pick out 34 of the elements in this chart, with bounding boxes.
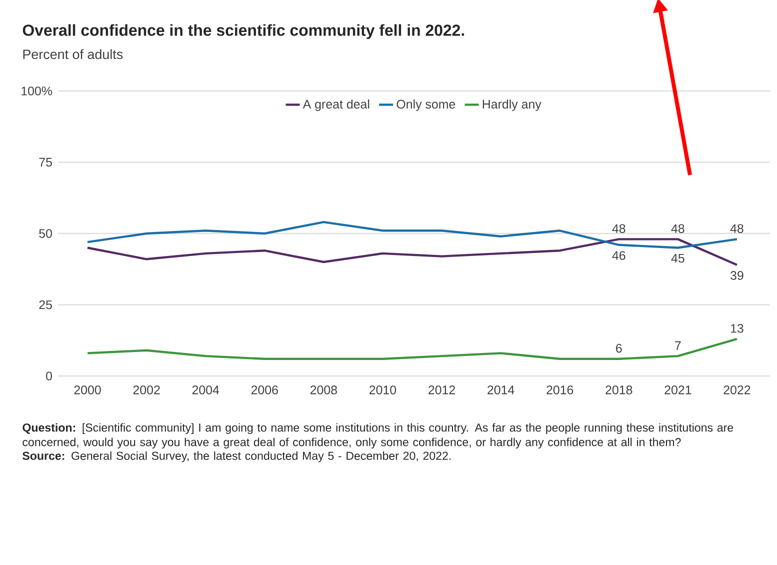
x-tick-label: 2018 — [606, 386, 632, 394]
data-label: 45 — [671, 254, 684, 263]
legend-label: A great deal — [302, 99, 370, 112]
data-label: 13 — [730, 324, 744, 333]
y-tick-label: 100% — [22, 86, 52, 96]
x-tick-label: 2002 — [133, 386, 160, 394]
chart-subtitle: Percent of adults — [23, 49, 123, 60]
x-tick-label: 2010 — [369, 386, 396, 394]
x-tick-label: 2004 — [192, 386, 220, 394]
y-tick-label: 75 — [39, 158, 52, 167]
x-tick-label: 2012 — [428, 386, 455, 394]
data-label: 48 — [612, 224, 626, 233]
chart-title: Overall confidence in the scientific community fell in 2022. — [22, 24, 464, 40]
legend-label: Only some — [396, 99, 456, 112]
legend-label: Hardly any — [482, 99, 542, 112]
data-label: 46 — [612, 251, 626, 260]
x-tick-label: 2021 — [664, 386, 692, 394]
data-label: 48 — [671, 224, 684, 233]
x-tick-label: 2006 — [251, 386, 278, 394]
data-label: 7 — [675, 341, 681, 350]
y-tick-label: 50 — [39, 229, 52, 238]
x-tick-label: 2000 — [74, 386, 101, 394]
y-tick-label: 0 — [46, 372, 52, 380]
x-tick-label: 2016 — [546, 386, 574, 394]
data-label: 48 — [730, 224, 744, 233]
text: Question: [Scientific community] I am going to name some institutions in this country. As far as the people running these institutions are concerned, would you say you have a great deal of confidence, only some confidence, or hardly any confidence at all in them? — [22, 423, 734, 449]
x-tick-label: 2008 — [310, 386, 337, 394]
line-series — [86, 238, 738, 266]
data-label: 6 — [616, 344, 622, 353]
data-label: 39 — [730, 271, 744, 280]
y-tick-label: 25 — [39, 300, 52, 310]
x-tick-label: 2022 — [724, 386, 750, 394]
x-tick-label: 2014 — [488, 386, 514, 394]
text: Source: General Social Survey, the latest conducted May 5 - December 20, 2022. — [22, 451, 451, 462]
